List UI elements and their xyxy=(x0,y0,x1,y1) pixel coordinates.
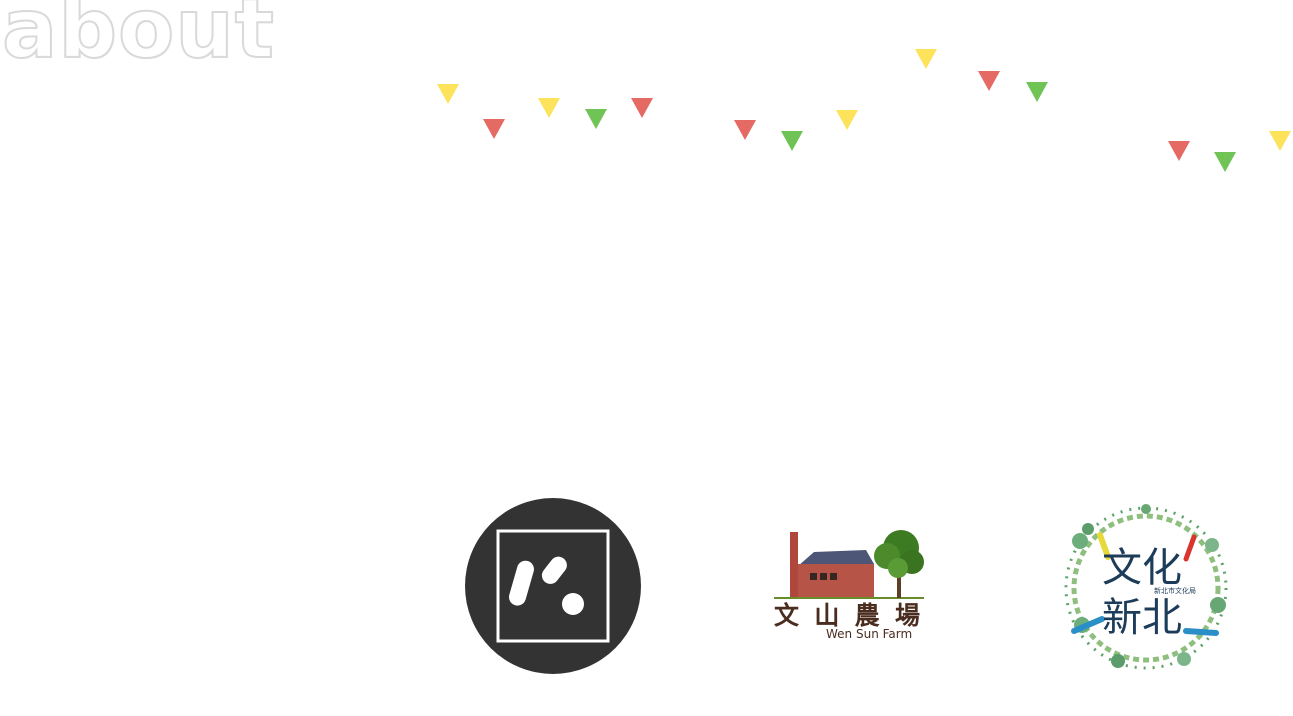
wen-sun-farm-logo: 文山農場 Wen Sun Farm xyxy=(774,528,924,644)
bunting-flag xyxy=(1269,131,1291,151)
culture-line-2: 新北 xyxy=(1102,595,1182,641)
farm-name-zh: 文山農場 xyxy=(774,601,920,630)
bunting-flag xyxy=(437,84,459,104)
bunting-flag xyxy=(1214,152,1236,172)
culture-line-1: 文化 xyxy=(1102,545,1182,591)
bunting-flag xyxy=(915,49,937,69)
new-taipei-culture-logo: 文化 新北 新北市文化局 xyxy=(1058,501,1234,675)
bunting-flag xyxy=(1168,141,1190,161)
circle-square-logo xyxy=(464,497,642,675)
bunting-flag xyxy=(631,98,653,118)
bunting-flag xyxy=(538,98,560,118)
bunting-flag xyxy=(978,71,1000,91)
bunting-flag xyxy=(483,119,505,139)
bunting-flag xyxy=(836,110,858,130)
about-title: about xyxy=(1,0,275,78)
circle-square-logo-icon xyxy=(465,498,641,674)
bunting-flag xyxy=(1026,82,1048,102)
farm-name-en: Wen Sun Farm xyxy=(826,627,912,641)
bunting-decoration xyxy=(437,49,1291,172)
leaf-wreath-icon xyxy=(1064,504,1228,670)
tree-icon xyxy=(874,530,924,598)
culture-subtitle: 新北市文化局 xyxy=(1154,586,1196,595)
bunting-flag xyxy=(781,131,803,151)
bunting-flag xyxy=(585,109,607,129)
bunting-flag xyxy=(734,120,756,140)
